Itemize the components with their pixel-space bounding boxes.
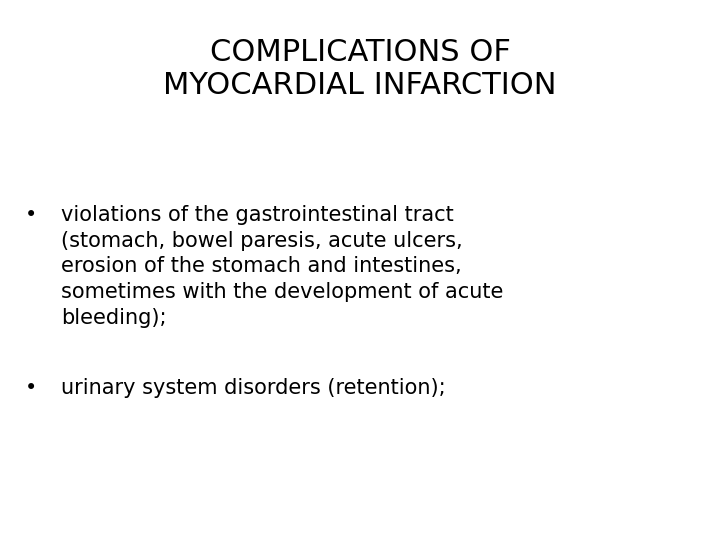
Text: COMPLICATIONS OF
MYOCARDIAL INFARCTION: COMPLICATIONS OF MYOCARDIAL INFARCTION: [163, 38, 557, 100]
Text: violations of the gastrointestinal tract
(stomach, bowel paresis, acute ulcers,
: violations of the gastrointestinal tract…: [61, 205, 503, 328]
Text: urinary system disorders (retention);: urinary system disorders (retention);: [61, 378, 446, 398]
Text: •: •: [25, 378, 37, 398]
Text: •: •: [25, 205, 37, 225]
